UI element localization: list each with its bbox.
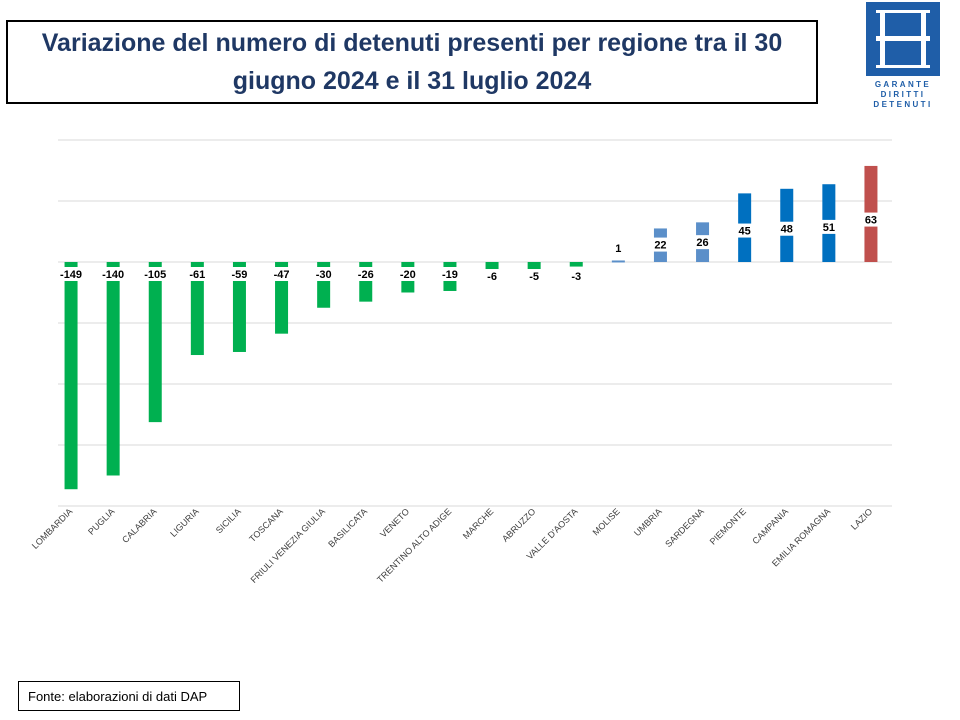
data-label: 22: [654, 240, 666, 252]
data-label-bg: [55, 267, 88, 281]
data-label: -140: [102, 269, 124, 281]
category-label: PIEMONTE: [708, 506, 748, 546]
data-label: -5: [529, 271, 539, 283]
data-label-bg: [651, 237, 670, 252]
data-label-bg: [612, 241, 624, 255]
data-label: 26: [696, 237, 708, 249]
data-label: -30: [316, 269, 332, 281]
category-label: BASILICATA: [326, 506, 369, 549]
category-label: TRENTINO ALTO ADIGE: [375, 506, 453, 584]
data-label: -149: [60, 269, 82, 281]
page-title: Variazione del numero di detenuti presen…: [41, 29, 783, 95]
bar: [569, 262, 583, 267]
data-label: -3: [571, 271, 581, 283]
category-label: MARCHE: [461, 506, 496, 541]
bar: [148, 262, 162, 423]
category-label: LAZIO: [849, 506, 874, 531]
data-label: 45: [739, 226, 751, 238]
data-label-bg: [437, 267, 463, 281]
category-label: CAMPANIA: [750, 506, 790, 546]
category-label: SARDEGNA: [663, 506, 706, 549]
category-label: CALABRIA: [120, 506, 159, 545]
category-label: ABRUZZO: [500, 506, 537, 543]
logo-h-symbol-icon: [866, 2, 940, 76]
data-label-bg: [311, 267, 337, 281]
data-label: -20: [400, 269, 416, 281]
category-label: UMBRIA: [632, 506, 664, 538]
category-label: FRIULI VENEZIA GIULIA: [249, 506, 328, 585]
category-label: LOMBARDIA: [30, 506, 75, 551]
bar: [64, 262, 78, 490]
data-label: -59: [231, 269, 247, 281]
data-label-bg: [693, 235, 712, 250]
category-label: SICILIA: [214, 506, 243, 535]
data-label: 51: [823, 222, 835, 234]
data-label: -105: [144, 269, 166, 281]
title-box: Variazione del numero di detenuti presen…: [6, 20, 818, 104]
bar: [232, 262, 246, 352]
data-label: -6: [487, 271, 497, 283]
data-label: -26: [358, 269, 374, 281]
data-label: -19: [442, 269, 458, 281]
logo-text-line-1: GARANTE: [874, 80, 932, 89]
data-label-bg: [483, 269, 502, 283]
source-text: Fonte: elaborazioni di dati DAP: [28, 688, 208, 704]
bar: [611, 260, 625, 263]
data-label-bg: [395, 267, 421, 281]
bar: [190, 262, 204, 356]
data-label-bg: [819, 219, 838, 234]
logo-text-line-3: DETENUTI: [873, 100, 933, 109]
data-label-bg: [353, 267, 379, 281]
data-label: 1: [615, 243, 621, 255]
logo: GARANTE DIRITTI DETENUTI: [862, 0, 944, 112]
data-label-bg: [777, 221, 796, 236]
data-label-bg: [97, 267, 130, 281]
data-label-bg: [184, 267, 210, 281]
data-label: -47: [274, 269, 290, 281]
bar: [106, 262, 120, 476]
category-label: VENETO: [378, 506, 411, 539]
data-label: -61: [189, 269, 205, 281]
data-label-bg: [567, 269, 586, 283]
logo-mark-icon: [866, 2, 940, 76]
bar: [527, 262, 541, 270]
data-label-bg: [139, 267, 172, 281]
data-label: 63: [865, 215, 877, 227]
data-label-bg: [735, 223, 754, 238]
bar-chart: -149LOMBARDIA-140PUGLIA-105CALABRIA-61LI…: [30, 139, 892, 585]
category-label: MOLISE: [591, 506, 622, 537]
category-label: PUGLIA: [86, 506, 116, 536]
category-label: TOSCANA: [247, 506, 285, 544]
data-label-bg: [525, 269, 544, 283]
data-label-bg: [226, 267, 252, 281]
category-label: LIGURIA: [168, 506, 201, 539]
data-label: 48: [781, 224, 793, 236]
source-note: Fonte: elaborazioni di dati DAP: [18, 681, 240, 711]
data-label-bg: [861, 212, 880, 227]
bar: [485, 262, 499, 272]
data-label-bg: [269, 267, 295, 281]
logo-text-line-2: DIRITTI: [880, 90, 926, 99]
